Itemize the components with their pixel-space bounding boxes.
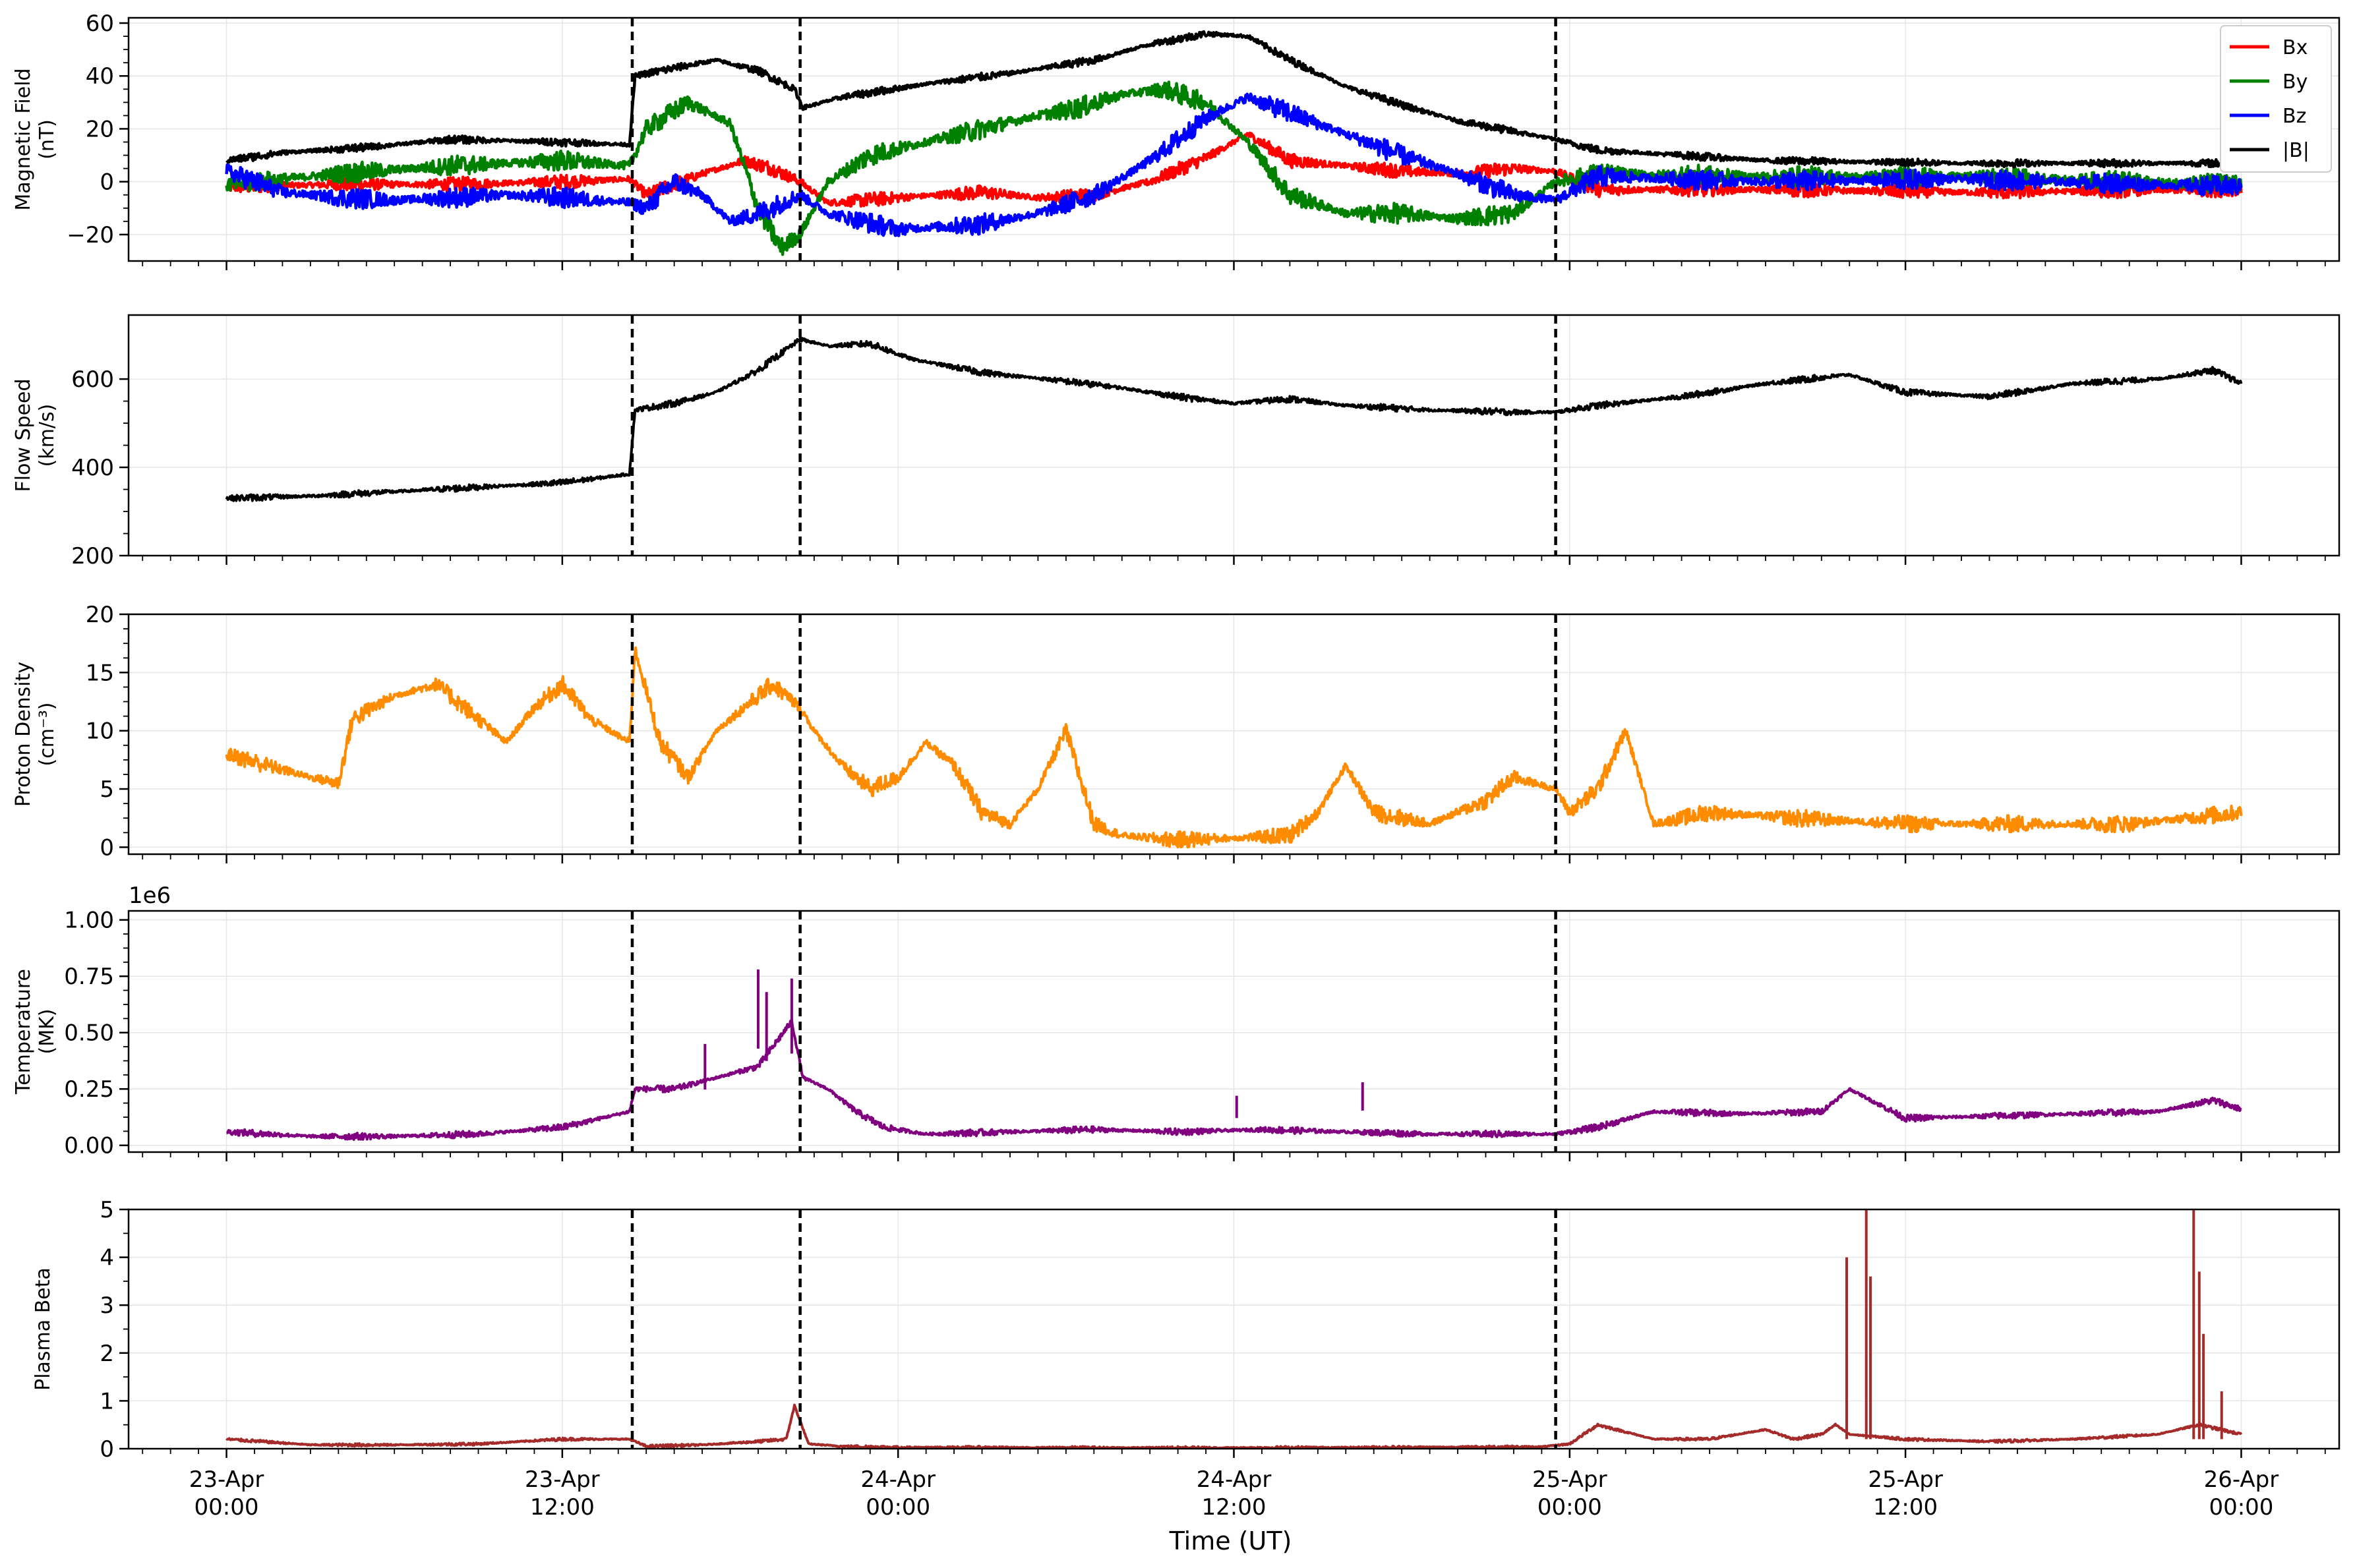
y-tick-label: 200 [71, 543, 114, 569]
y-tick-label: 0.00 [64, 1133, 114, 1159]
y-tick-label: 0.75 [64, 964, 114, 990]
x-tick-label-time: 00:00 [1537, 1494, 1602, 1521]
x-tick-label-time: 12:00 [530, 1494, 595, 1521]
y-tick-label: 1 [100, 1388, 114, 1414]
y-tick-label: 1.00 [64, 908, 114, 934]
y-tick-label: 0.50 [64, 1020, 114, 1047]
series-group [225, 969, 2242, 1141]
panel-density: 0 5 10 15 20 Proton Density (cm⁻³) [12, 602, 2340, 863]
series-line [225, 1403, 2243, 1449]
legend: Bx By Bz |B| [2220, 25, 2332, 173]
series-group [225, 1209, 2243, 1449]
y-tick-label: 5 [100, 1197, 114, 1223]
panel-beta: 0 1 2 3 4 5 Plasma Beta [32, 1197, 2340, 1463]
y-tick-label: 5 [100, 776, 114, 803]
panel-bfield: −20 0 20 40 60 Magnetic Field (nT) Bx By Bz |B| [12, 11, 2340, 270]
y-tick-label: 40 [86, 63, 114, 90]
series-group [225, 337, 2243, 502]
y-tick-label: 3 [100, 1292, 114, 1319]
y-axis-label: (MK) [36, 1009, 59, 1055]
x-tick-label-day: 25-Apr [1532, 1466, 1607, 1493]
x-tick-label-day: 24-Apr [860, 1466, 936, 1493]
y-axis-label: Proton Density [12, 662, 35, 807]
legend-label: |B| [2282, 139, 2310, 162]
y-tick-label: 10 [86, 718, 114, 745]
x-axis-label: Time (UT) [1169, 1526, 1292, 1555]
x-tick-label-time: 12:00 [1873, 1494, 1938, 1521]
y-tick-label: 20 [86, 116, 114, 142]
y-tick-label: 600 [71, 366, 114, 393]
y-tick-label: 0 [100, 834, 114, 861]
series-line [225, 1018, 2242, 1141]
y-tick-label: 400 [71, 455, 114, 481]
x-tick-label-day: 24-Apr [1197, 1466, 1272, 1493]
y-axis-label: Temperature [12, 969, 35, 1095]
legend-label: By [2282, 71, 2308, 94]
y-tick-label: 0 [100, 169, 114, 196]
y-tick-label: 4 [100, 1245, 114, 1271]
y-tick-label: 0.25 [64, 1076, 114, 1103]
y-axis-label: Plasma Beta [32, 1267, 55, 1391]
series-group [225, 646, 2243, 849]
y-axis-label: Flow Speed [12, 378, 35, 492]
x-tick-label-day: 23-Apr [189, 1466, 264, 1493]
y-tick-label: −20 [67, 222, 114, 248]
x-tick-label-time: 00:00 [866, 1494, 930, 1521]
series-line-bz [225, 92, 2243, 237]
y-axis-label: (cm⁻³) [36, 703, 59, 767]
series-line [225, 337, 2243, 502]
legend-label: Bx [2282, 36, 2308, 59]
panel-speed: 200 400 600 Flow Speed (km/s) [12, 314, 2340, 569]
y-axis-label: (km/s) [36, 404, 59, 467]
x-tick-label-day: 25-Apr [1868, 1466, 1943, 1493]
y-tick-label: 0 [100, 1436, 114, 1463]
y-tick-label: 60 [86, 11, 114, 37]
legend-label: Bz [2282, 105, 2306, 128]
legend-box [2220, 25, 2332, 173]
y-tick-label: 20 [86, 602, 114, 628]
y-axis-exponent-label: 1e6 [129, 883, 171, 909]
series-group [225, 30, 2243, 256]
y-axis-label: (nT) [36, 119, 59, 160]
x-tick-label-time: 00:00 [194, 1494, 259, 1521]
x-tick-label-day: 26-Apr [2204, 1466, 2279, 1493]
x-tick-label-time: 12:00 [1202, 1494, 1267, 1521]
series-line-abs-babs- [225, 30, 2242, 169]
series-line [225, 646, 2243, 849]
y-axis-label: Magnetic Field [12, 68, 35, 210]
y-tick-label: 2 [100, 1341, 114, 1367]
x-tick-label-day: 23-Apr [525, 1466, 600, 1493]
y-tick-label: 15 [86, 660, 114, 686]
panel-temperature: 0.00 0.25 0.50 0.75 1.00 Temperature (MK) 1e6 [12, 883, 2340, 1161]
x-tick-label-time: 00:00 [2209, 1494, 2273, 1521]
